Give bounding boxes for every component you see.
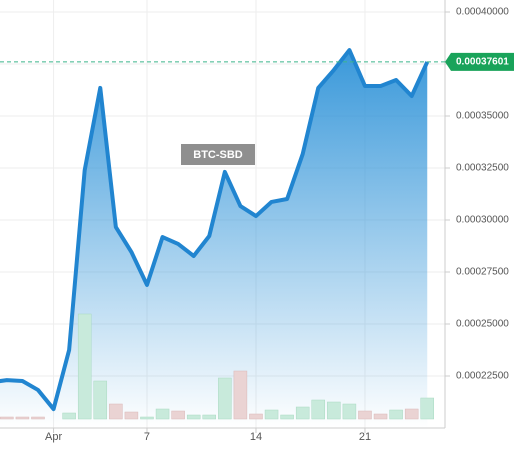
series-label: BTC-SBD (193, 149, 243, 161)
volume-bar (218, 377, 232, 420)
volume-bar (186, 414, 201, 420)
volume-bar (311, 399, 326, 420)
y-tick-label: 0.00022500 (456, 371, 509, 382)
volume-bar (109, 403, 123, 420)
volume-bar (77, 313, 92, 420)
volume-bar (124, 411, 139, 420)
volume-bar (327, 401, 341, 420)
volume-bar (171, 410, 185, 420)
volume-bar (373, 413, 388, 420)
last-price-box (445, 52, 514, 71)
volume-bar (249, 413, 263, 420)
volume-bar (140, 416, 154, 420)
x-tick-label: Apr (45, 431, 62, 443)
volume-bar (15, 416, 30, 420)
price-line (0, 48, 430, 412)
series-label-box (181, 144, 255, 165)
volume-bar (358, 410, 372, 420)
volume-bar (93, 380, 108, 420)
y-tick-label: 0.00040000 (456, 7, 509, 18)
x-tick-label: 7 (144, 431, 150, 443)
y-tick-label: 0.00035000 (456, 111, 509, 122)
y-tick-label: 0.00030000 (456, 215, 509, 226)
volume-bar (280, 414, 294, 420)
volume-bar (342, 403, 357, 420)
y-tick-label: 0.00027500 (456, 267, 509, 278)
volume-bar (155, 408, 170, 420)
volume-bar (233, 370, 248, 420)
volume-bar (420, 397, 434, 420)
volume-bar (202, 414, 217, 420)
volume-bar (62, 412, 76, 420)
last-price-label: 0.00037601 (456, 57, 509, 68)
y-tick-label: 0.00032500 (456, 163, 509, 174)
volume-bar (0, 416, 14, 420)
volume-bar (389, 409, 403, 420)
y-tick-label: 0.00025000 (456, 319, 509, 330)
x-tick-label: 21 (359, 431, 371, 443)
area-fill (0, 50, 428, 428)
volume-bar (404, 408, 419, 420)
volume-bar (295, 406, 310, 420)
volume-bar (31, 416, 45, 420)
volume-bar (264, 409, 279, 420)
x-tick-label: 14 (250, 431, 262, 443)
